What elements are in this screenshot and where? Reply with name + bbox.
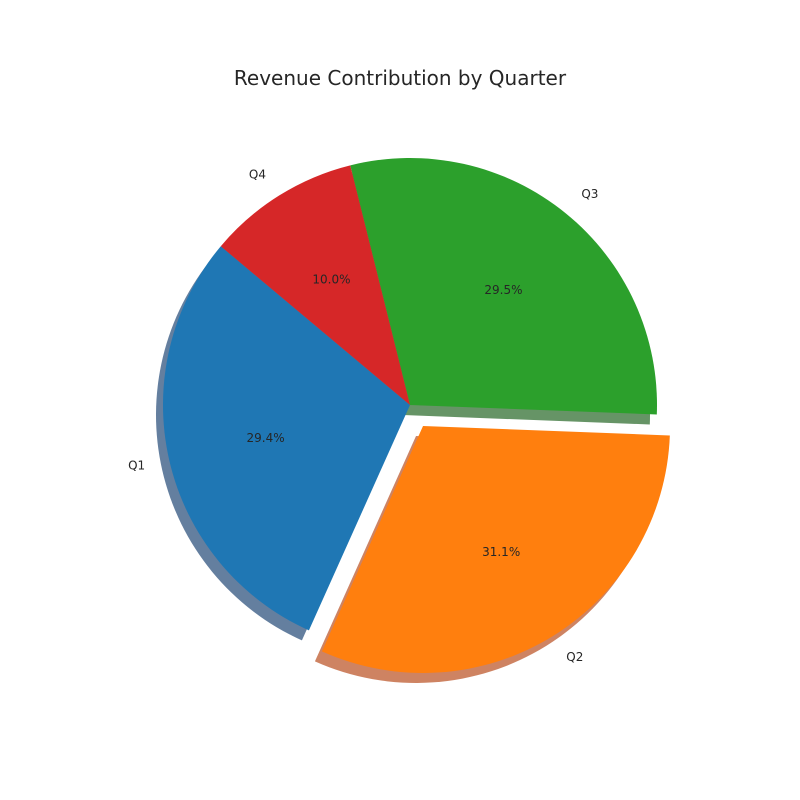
label-layer: Q1 29.4% Q2 31.1% Q3 29.5% Q4 10.0% bbox=[128, 168, 598, 664]
category-label-q1: Q1 bbox=[128, 459, 145, 473]
chart-title: Revenue Contribution by Quarter bbox=[233, 66, 567, 90]
slice-layer bbox=[163, 157, 670, 673]
percent-label-q2: 31.1% bbox=[482, 545, 520, 559]
category-label-q3: Q3 bbox=[581, 187, 598, 201]
slice-q4 bbox=[220, 165, 410, 405]
category-label-q2: Q2 bbox=[566, 650, 583, 664]
slice-q3 bbox=[350, 157, 657, 415]
slice-q1 bbox=[163, 246, 410, 631]
percent-label-q1: 29.4% bbox=[246, 431, 284, 445]
slice-q2 bbox=[321, 425, 670, 673]
category-label-q4: Q4 bbox=[249, 168, 266, 182]
percent-label-q3: 29.5% bbox=[484, 283, 522, 297]
percent-label-q4: 10.0% bbox=[312, 272, 350, 286]
